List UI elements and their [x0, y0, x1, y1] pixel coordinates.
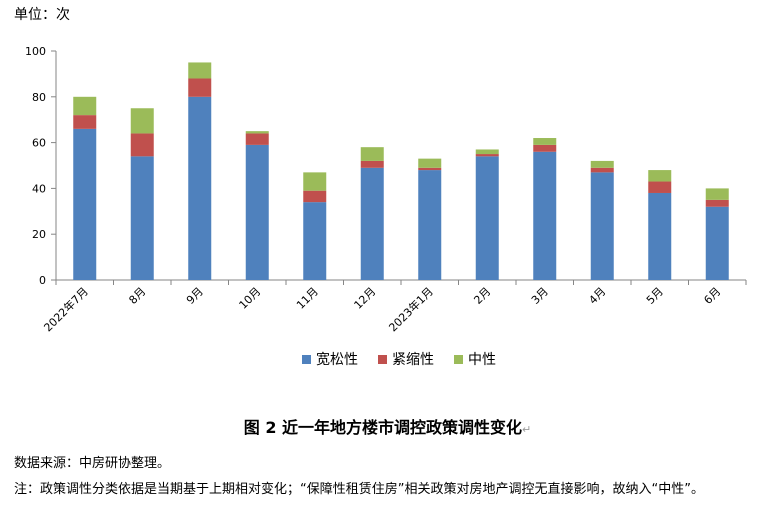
bar-segment	[130, 156, 154, 280]
bar-segment	[360, 147, 384, 161]
y-tick-label: 40	[32, 182, 46, 195]
x-tick-label: 2月	[471, 285, 493, 307]
legend-swatch	[378, 355, 387, 364]
bar-segment	[188, 62, 212, 79]
bar-segment	[188, 78, 212, 97]
bar-segment	[130, 108, 154, 134]
stacked-bar-chart: 0 20 40 60 80 100 2022年7月 8月 9月 10月 11月 12月 2023年1月…	[25, 45, 747, 368]
bar-segment	[303, 202, 327, 280]
bar-segment	[188, 96, 212, 280]
x-tick-label: 2023年1月	[386, 284, 436, 334]
bar-segment	[475, 149, 499, 155]
bar-segment	[303, 190, 327, 203]
x-tick-label: 4月	[586, 285, 608, 307]
x-tick-labels: 2022年7月 8月 9月 10月 11月 12月 2023年1月 2月 3月 4月 5月 6月	[41, 284, 724, 334]
x-tick-label: 10月	[237, 285, 264, 312]
figure-caption: 图 2 近一年地方楼市调控政策调性变化↵	[0, 414, 775, 438]
return-mark: ↵	[522, 423, 532, 436]
bar-segment	[360, 167, 384, 280]
bar-segment	[648, 181, 672, 193]
x-tick-label: 2022年7月	[41, 284, 91, 334]
x-tick-label: 5月	[644, 285, 666, 307]
x-tick-label: 8月	[126, 285, 148, 307]
bar-segment	[245, 144, 269, 280]
y-tick-label: 0	[39, 274, 46, 287]
bar-segment	[245, 133, 269, 145]
footnote: 注：政策调性分类依据是当期基于上期相对变化；“保障性租赁住房”相关政策对房地产调…	[14, 482, 704, 497]
legend-label: 宽松性	[316, 351, 358, 368]
legend-label: 紧缩性	[392, 352, 434, 368]
bar-segment	[418, 158, 442, 168]
y-tick-label: 60	[32, 137, 46, 150]
bar-segment	[73, 128, 97, 280]
y-tick-label: 100	[25, 45, 46, 58]
bar-segment	[475, 156, 499, 280]
bar-segment	[130, 133, 154, 157]
bar-segment	[648, 192, 672, 280]
bar-segment	[533, 144, 557, 152]
data-source: 数据来源：中房研协整理。	[14, 456, 171, 471]
bar-segment	[418, 167, 442, 171]
bars	[73, 62, 729, 280]
x-tick-label: 3月	[529, 285, 551, 307]
bar-segment	[245, 131, 269, 134]
y-tick-label: 80	[32, 91, 46, 104]
x-tick-label: 11月	[294, 285, 321, 312]
figure-title: 图 2 近一年地方楼市调控政策调性变化	[243, 418, 523, 437]
bar-segment	[360, 160, 384, 168]
unit-label: 单位：次	[14, 7, 70, 23]
bar-segment	[533, 151, 557, 280]
bar-segment	[705, 188, 729, 200]
bar-segment	[475, 154, 499, 157]
bar-segment	[705, 206, 729, 280]
bar-segment	[533, 138, 557, 145]
axes: 0 20 40 60 80 100	[25, 45, 747, 287]
legend: 宽松性 紧缩性 中性	[302, 351, 496, 368]
x-tick-label: 12月	[352, 285, 379, 312]
legend-swatch	[302, 355, 311, 364]
bar-segment	[73, 96, 97, 116]
bar-segment	[303, 172, 327, 191]
bar-segment	[705, 199, 729, 207]
x-tick-label: 9月	[184, 285, 206, 307]
bar-segment	[73, 115, 97, 129]
bar-segment	[648, 170, 672, 182]
y-tick-label: 20	[32, 228, 46, 241]
bar-segment	[418, 170, 442, 280]
bar-segment	[590, 167, 614, 173]
legend-swatch	[454, 355, 463, 364]
x-tick-label: 6月	[701, 285, 723, 307]
legend-label: 中性	[468, 352, 496, 368]
bar-segment	[590, 172, 614, 280]
bar-segment	[590, 160, 614, 168]
